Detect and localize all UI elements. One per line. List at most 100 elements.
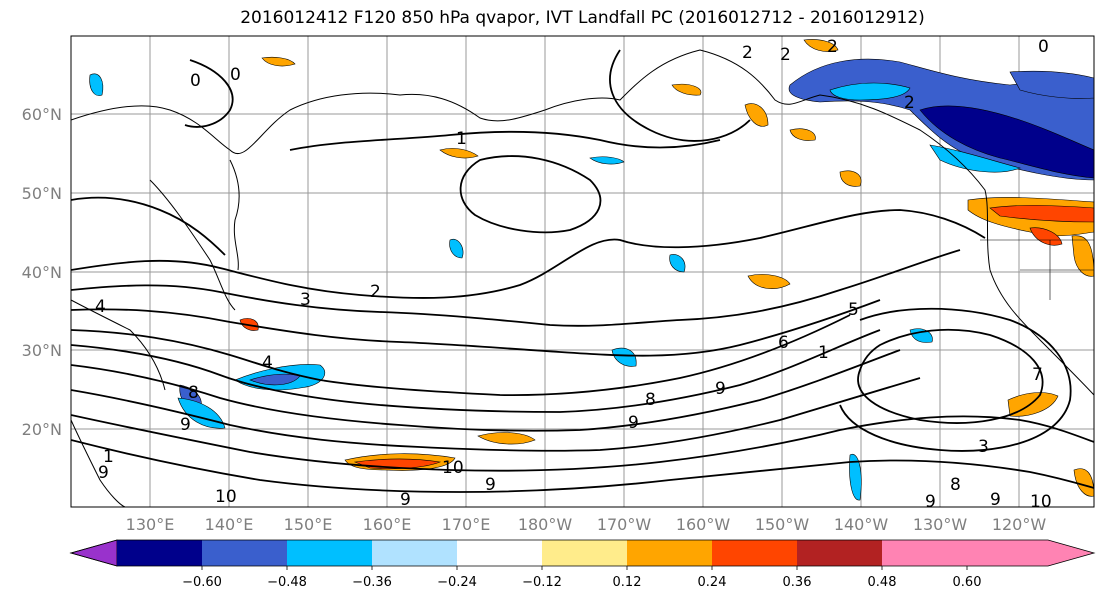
contour-label: 1 [456, 129, 467, 149]
colorbar-tick-label: −0.36 [352, 575, 392, 590]
ivt-contours [71, 49, 1094, 493]
positive-patch-red [1029, 227, 1063, 246]
positive-patch-orange [744, 103, 769, 127]
lat-label: 50°N [22, 184, 62, 203]
longitude-axis: 130°E 140°E 150°E 160°E 170°E 180°W 170°… [126, 515, 1047, 534]
coastline-southeast-asia [71, 419, 126, 507]
latitude-axis: 60°N 50°N 40°N 30°N 20°N [22, 105, 62, 439]
colorbar-tick-label: −0.24 [437, 575, 477, 590]
contour-label: 7 [1032, 365, 1043, 385]
negative-patch-cyan [449, 238, 464, 259]
contour-line [71, 314, 851, 397]
lon-label: 180°W [518, 515, 573, 534]
qvapor-anomaly-fills [89, 39, 1094, 501]
colorbar-tick-label: 0.24 [698, 575, 727, 590]
lon-label: 160°E [363, 515, 412, 534]
colorbar-tick-label: 0.36 [783, 575, 812, 590]
contour-label: 1 [103, 447, 114, 467]
negative-patch-cyan [929, 144, 1021, 173]
colorbar-tick-label: 0.60 [953, 575, 982, 590]
positive-patch-orange [439, 148, 479, 159]
contour-label: 5 [848, 300, 859, 320]
colorbar-segment [712, 540, 797, 566]
negative-patch-cyan [829, 82, 911, 101]
colorbar-extend-high [967, 540, 1094, 566]
contour-label: 9 [485, 475, 496, 495]
positive-patch-orange [803, 39, 839, 52]
colorbar-extend-low [69, 539, 118, 567]
lon-label: 150°W [755, 515, 810, 534]
contour-line [289, 130, 721, 151]
negative-patch-darkest [919, 105, 1094, 179]
contour-label: 2 [742, 43, 753, 63]
colorbar-outline [69, 539, 1096, 567]
contour-label: 10 [1030, 492, 1052, 512]
colorbar-tick-label: 0.12 [613, 575, 642, 590]
contour-label: 3 [300, 290, 311, 310]
map-frame [70, 35, 1095, 508]
map-plot-area: 0 0 1 2 2 2 2 3 2 4 5 4 8 8 9 9 9 9 10 1… [71, 36, 1094, 512]
contour-label: 9 [715, 379, 726, 399]
colorbar-tick-label: −0.60 [182, 575, 222, 590]
colorbar-segment [287, 540, 372, 566]
contour-line [71, 377, 921, 452]
contour-label: 9 [98, 463, 109, 483]
contour-label: 8 [950, 475, 961, 495]
contour-label: 2 [904, 93, 915, 113]
contour-line [609, 49, 751, 142]
lon-label: 170°E [442, 515, 491, 534]
colorbar: −0.60 −0.48 −0.36 −0.24 −0.12 0.12 0.24 … [69, 539, 1096, 590]
contour-label: 2 [370, 282, 381, 302]
contour-label: 4 [95, 297, 106, 317]
coastline-kamchatka-kuril [229, 159, 240, 271]
contour-line [71, 414, 1094, 472]
lon-label: 140°E [205, 515, 254, 534]
lon-label: 160°W [676, 515, 731, 534]
colorbar-tick-label: 0.48 [868, 575, 897, 590]
colorbar-segment [457, 540, 542, 566]
colorbar-segment [882, 540, 967, 566]
negative-patch-cyan [669, 254, 686, 273]
negative-patch-dark [1009, 70, 1094, 99]
contour-line [71, 439, 1094, 493]
negative-patch-cyan [849, 453, 862, 501]
contour-line [184, 59, 234, 128]
state-boundaries [980, 239, 1094, 300]
lon-label: 140°W [834, 515, 889, 534]
lat-label: 40°N [22, 263, 62, 282]
positive-patch-orange [261, 56, 296, 67]
lon-label: 130°E [126, 515, 175, 534]
lat-label: 20°N [22, 420, 62, 439]
coastline-north-pacific [71, 49, 1094, 396]
contour-label: 9 [180, 415, 191, 435]
positive-patch-orange [789, 128, 816, 141]
colorbar-segment [797, 540, 882, 566]
contour-line [71, 249, 961, 327]
contour-label: 9 [400, 490, 411, 510]
colorbar-segment [542, 540, 627, 566]
contour-label: 8 [188, 383, 199, 403]
colorbar-tick-label: −0.48 [267, 575, 307, 590]
lon-label: 120°W [992, 515, 1047, 534]
contour-line-closed [857, 328, 1044, 424]
colorbar-segment [117, 540, 202, 566]
positive-patch-red [989, 205, 1094, 223]
contour-line [71, 209, 986, 299]
contour-label: 1 [818, 343, 829, 363]
contour-label: 8 [645, 390, 656, 410]
contour-label: 9 [628, 413, 639, 433]
contour-label: 0 [1038, 37, 1049, 57]
contour-labels: 0 0 1 2 2 2 2 3 2 4 5 4 8 8 9 9 9 9 10 1… [95, 37, 1052, 512]
positive-patch-orange [477, 432, 536, 445]
contour-label: 0 [190, 71, 201, 91]
lon-label: 130°W [913, 515, 968, 534]
negative-patch-cyan [589, 156, 625, 165]
contour-label: 9 [990, 490, 1001, 510]
colorbar-segment [372, 540, 457, 566]
negative-patch-cyan [89, 73, 104, 96]
colorbar-segment [627, 540, 712, 566]
contour-line [71, 299, 881, 357]
contour-label: 9 [925, 492, 936, 512]
contour-label: 10 [442, 458, 464, 478]
